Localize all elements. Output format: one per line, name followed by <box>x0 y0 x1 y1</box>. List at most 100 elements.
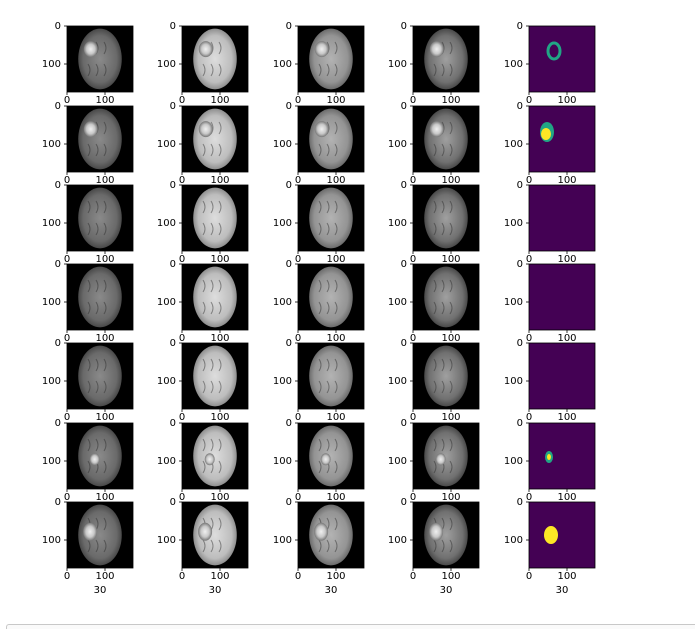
mask-background <box>529 106 595 172</box>
x-tick-label: 100 <box>326 175 345 186</box>
x-tick-label: 100 <box>326 95 345 106</box>
sulcus-line <box>449 222 453 236</box>
y-tick-label: 0 <box>401 180 407 191</box>
lesion <box>435 453 446 466</box>
mask-background <box>529 264 595 330</box>
y-tick-label: 0 <box>55 259 61 270</box>
brain-slice <box>424 425 468 487</box>
subplot-r5-c3: 0 100 0 100 <box>273 338 365 423</box>
sulcus-line <box>334 301 338 315</box>
y-tick-label: 100 <box>273 535 292 546</box>
axes-frame <box>66 342 134 410</box>
x-tick-label: 0 <box>526 412 532 423</box>
x-tick-label: 0 <box>410 412 416 423</box>
subplot-r2-c3: 0 100 0 100 <box>273 101 365 186</box>
x-tick-label: 0 <box>64 254 70 265</box>
lesion <box>198 41 213 58</box>
y-tick-label: 0 <box>286 418 292 429</box>
sulcus-line <box>87 63 91 77</box>
y-tick-label: 100 <box>42 297 61 308</box>
y-tick-label: 100 <box>388 139 407 150</box>
sulcus-line <box>95 539 99 553</box>
sulcus-line <box>318 279 322 293</box>
y-tick-label: 0 <box>170 21 176 32</box>
sulcus-line <box>87 460 91 474</box>
sulcus-line <box>210 200 214 214</box>
sulcus-line <box>87 539 91 553</box>
sulcus-line <box>433 63 437 77</box>
x-tick-label: 100 <box>95 95 114 106</box>
y-tick-label: 0 <box>286 497 292 508</box>
sulcus-line <box>87 438 91 452</box>
bottom-label: 30 <box>556 585 569 596</box>
lesion <box>89 453 100 466</box>
sulcus-line <box>441 301 445 315</box>
sulcus-line <box>95 301 99 315</box>
sulcus-line <box>103 380 107 394</box>
y-tick-label: 100 <box>273 376 292 387</box>
sulcus-line <box>441 380 445 394</box>
x-tick-label: 0 <box>295 333 301 344</box>
sulcus-line <box>334 438 338 452</box>
x-tick-label: 0 <box>179 333 185 344</box>
sulcus-line <box>210 279 214 293</box>
sulcus-line <box>202 301 206 315</box>
axes-frame <box>528 105 596 173</box>
x-tick-label: 0 <box>179 571 185 582</box>
x-tick-label: 0 <box>410 95 416 106</box>
sulcus-line <box>103 121 107 135</box>
y-tick-label: 100 <box>504 456 523 467</box>
x-tick-label: 100 <box>441 571 460 582</box>
sulcus-line <box>202 438 206 452</box>
sulcus-line <box>318 380 322 394</box>
sulcus-line <box>334 279 338 293</box>
y-tick-label: 100 <box>504 59 523 70</box>
subplot-r5-c5: 0 100 0 100 <box>504 338 596 423</box>
notebook-cell-border <box>6 624 695 629</box>
y-tick-label: 0 <box>170 497 176 508</box>
lesion <box>83 41 98 58</box>
y-tick-label: 100 <box>273 297 292 308</box>
x-tick-label: 0 <box>64 95 70 106</box>
x-tick-label: 0 <box>295 95 301 106</box>
sulcus-line <box>87 222 91 236</box>
y-tick-label: 0 <box>286 338 292 349</box>
y-tick-label: 100 <box>504 376 523 387</box>
sulcus-line <box>318 63 322 77</box>
y-tick-label: 0 <box>286 180 292 191</box>
lesion <box>83 522 98 541</box>
subplot-r1-c5: 0 100 0 100 <box>504 21 596 106</box>
y-tick-label: 0 <box>170 180 176 191</box>
lesion <box>314 41 329 58</box>
brain-slice <box>193 28 237 90</box>
sulcus-line <box>210 301 214 315</box>
sulcus-line <box>441 143 445 157</box>
subplot-r4-c1: 0 100 0 100 <box>42 259 134 344</box>
x-tick-label: 100 <box>557 254 576 265</box>
sulcus-line <box>334 222 338 236</box>
sulcus-line <box>318 438 322 452</box>
x-tick-label: 0 <box>179 95 185 106</box>
x-tick-label: 100 <box>441 254 460 265</box>
y-tick-label: 0 <box>517 418 523 429</box>
y-tick-label: 100 <box>157 297 176 308</box>
axes-frame <box>297 184 365 252</box>
lesion <box>320 453 331 466</box>
x-tick-label: 100 <box>557 175 576 186</box>
sulcus-line <box>441 358 445 372</box>
subplot-r1-c1: 0 100 0 100 <box>42 21 134 106</box>
sulcus-line <box>210 63 214 77</box>
x-tick-label: 100 <box>95 492 114 503</box>
x-tick-label: 0 <box>64 175 70 186</box>
x-tick-label: 100 <box>441 492 460 503</box>
x-tick-label: 0 <box>295 571 301 582</box>
lesion <box>198 121 213 138</box>
y-tick-label: 100 <box>42 59 61 70</box>
mask-background <box>529 502 595 568</box>
lesion <box>314 522 329 541</box>
subplot-r3-c4: 0 100 0 100 <box>388 180 480 265</box>
brain-slice <box>78 187 122 249</box>
sulcus-line <box>334 358 338 372</box>
sulcus-line <box>202 460 206 474</box>
x-tick-label: 100 <box>95 412 114 423</box>
